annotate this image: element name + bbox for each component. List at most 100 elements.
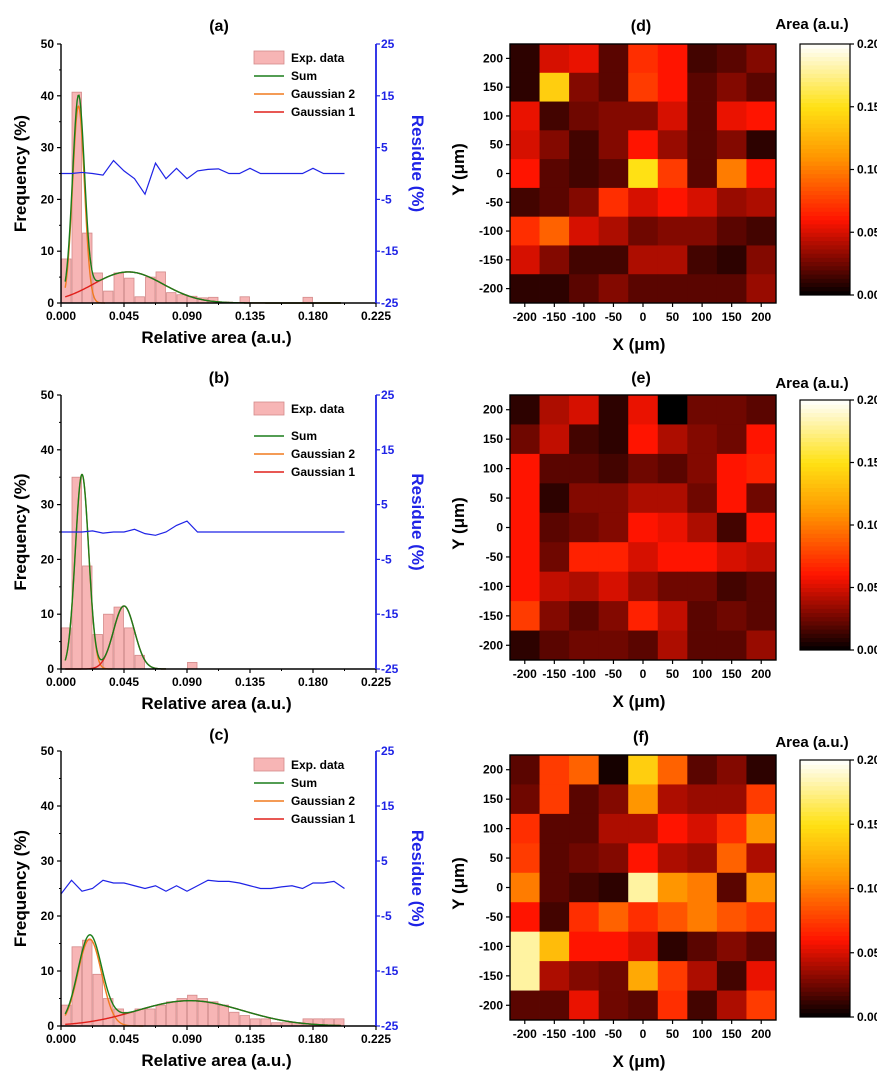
colorbar-segment bbox=[800, 119, 850, 124]
heatmap-cell bbox=[510, 843, 540, 874]
colorbar-segment bbox=[800, 437, 850, 443]
y2-tick-label: -15 bbox=[381, 964, 399, 978]
heatmap-cell bbox=[687, 630, 718, 661]
heatmap-cell bbox=[569, 159, 600, 189]
heatmap-cell bbox=[687, 130, 718, 160]
heatmap-cell bbox=[628, 961, 659, 991]
heatmap-cell bbox=[687, 395, 718, 425]
y-axis-label: Y (μm) bbox=[449, 857, 468, 910]
heatmap-cell bbox=[598, 130, 629, 160]
heatmap-cell bbox=[598, 512, 629, 543]
heatmap-cell bbox=[569, 130, 600, 160]
heatmap-cell bbox=[539, 601, 570, 631]
histogram-bar bbox=[124, 277, 135, 304]
x-tick-label: 50 bbox=[666, 310, 680, 324]
colorbar-segment bbox=[800, 265, 850, 271]
heatmap-cell bbox=[716, 755, 747, 785]
heatmap-cell bbox=[657, 72, 688, 102]
colorbar-segment bbox=[800, 487, 850, 493]
heatmap-cell bbox=[657, 159, 688, 189]
y2-tick-label: 15 bbox=[381, 89, 395, 103]
legend-label: Gaussian 2 bbox=[291, 794, 355, 808]
histogram-bar bbox=[124, 627, 135, 670]
heatmap-cell bbox=[569, 453, 600, 484]
colorbar-segment bbox=[800, 545, 850, 551]
heatmap-cell bbox=[716, 813, 747, 844]
heatmap-cell bbox=[539, 961, 570, 991]
heatmap-cell bbox=[510, 902, 540, 933]
colorbar-segment bbox=[800, 512, 850, 518]
colorbar-segment bbox=[800, 64, 850, 70]
colorbar-segment bbox=[800, 845, 850, 851]
heatmap-cell bbox=[539, 483, 570, 514]
legend: Exp. data Sum Gaussian 2 Gaussian 1 bbox=[253, 401, 355, 479]
heatmap-cell bbox=[628, 784, 659, 815]
x-axis-label: X (μm) bbox=[613, 692, 666, 711]
colorbar-segment bbox=[800, 77, 850, 83]
colorbar-segment bbox=[800, 290, 850, 296]
colorbar-segment bbox=[800, 550, 850, 555]
legend-swatch-exp-data bbox=[253, 50, 285, 65]
heatmap-cell bbox=[657, 902, 688, 933]
colorbar-segment bbox=[800, 491, 850, 497]
heatmap-cell bbox=[657, 130, 688, 160]
histogram-bar bbox=[197, 998, 208, 1027]
colorbar-segment bbox=[800, 48, 850, 53]
colorbar-segment bbox=[800, 957, 850, 962]
colorbar-segment bbox=[800, 914, 850, 919]
histogram-bar bbox=[113, 606, 124, 670]
heatmap-cell bbox=[628, 159, 659, 189]
legend-swatch-exp-data bbox=[253, 401, 285, 416]
y-tick-label: 30 bbox=[41, 854, 55, 868]
heatmap-cell bbox=[746, 187, 777, 218]
panel-label: (e) bbox=[631, 370, 651, 387]
y-tick-label: 10 bbox=[41, 607, 55, 621]
x-tick-label: 0.225 bbox=[361, 309, 391, 323]
heatmap-cell bbox=[598, 961, 629, 991]
colorbar-segment bbox=[800, 533, 850, 538]
heatmap-cell bbox=[598, 274, 629, 304]
legend: Exp. data Sum Gaussian 2 Gaussian 1 bbox=[253, 757, 355, 826]
histogram-bar bbox=[229, 1011, 240, 1027]
legend-label: Gaussian 2 bbox=[291, 87, 355, 101]
heatmap-cell bbox=[598, 931, 629, 962]
y-tick-label: 50 bbox=[41, 388, 55, 402]
y-tick-label: 30 bbox=[41, 498, 55, 512]
colorbar-segment bbox=[800, 450, 850, 455]
colorbar-segment bbox=[800, 140, 850, 145]
heatmap-cell bbox=[598, 216, 629, 246]
heatmap-cell bbox=[716, 130, 747, 160]
colorbar-segment bbox=[800, 815, 850, 821]
heatmap-cell bbox=[746, 512, 777, 543]
colorbar-segment bbox=[800, 56, 850, 62]
histogram-panel-a: 0 10 20 30 40 50 -25 -15 -5 5 15 25 0.000 0.045 0.090 0… bbox=[11, 18, 427, 347]
colorbar-segment bbox=[800, 520, 850, 526]
heatmap-cell bbox=[510, 990, 540, 1021]
colorbar-segment bbox=[800, 922, 850, 928]
y-tick-label: -200 bbox=[479, 638, 503, 652]
heatmap-cell bbox=[510, 784, 540, 815]
heatmap-cell bbox=[746, 571, 777, 602]
heatmap-cell bbox=[569, 101, 600, 131]
colorbar-segment bbox=[800, 897, 850, 902]
y-tick-label: 100 bbox=[483, 462, 503, 476]
histogram-bar bbox=[176, 998, 187, 1027]
heatmap-cell bbox=[510, 72, 540, 102]
x-tick-label: 200 bbox=[751, 310, 771, 324]
panel-label: (f) bbox=[633, 729, 649, 746]
heatmap-cell bbox=[598, 784, 629, 815]
heatmap-cell bbox=[716, 187, 747, 218]
colorbar-segment bbox=[800, 604, 850, 609]
heatmap-cell bbox=[716, 216, 747, 246]
colorbar-segment bbox=[800, 579, 850, 584]
heatmap-cell bbox=[569, 755, 600, 785]
colorbar-segment bbox=[800, 202, 850, 208]
colorbar-segment bbox=[800, 562, 850, 568]
heatmap-cell bbox=[569, 872, 600, 903]
heatmap-cell bbox=[510, 483, 540, 514]
colorbar-segment bbox=[800, 558, 850, 563]
heatmap-cell bbox=[687, 44, 718, 74]
heatmap-cell bbox=[539, 72, 570, 102]
colorbar-segment bbox=[800, 927, 850, 932]
heatmap-cell bbox=[628, 44, 659, 74]
